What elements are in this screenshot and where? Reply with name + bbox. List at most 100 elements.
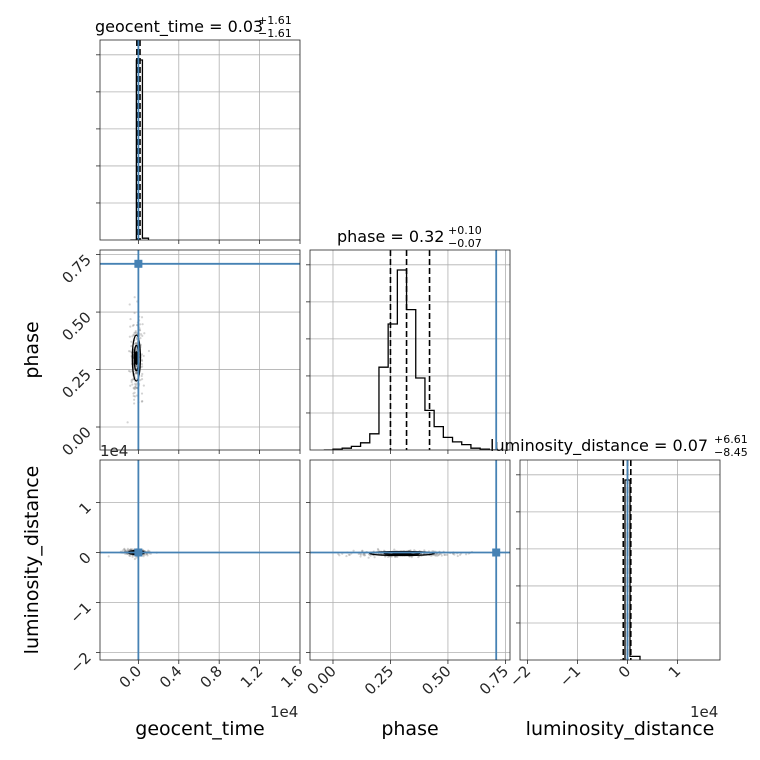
scatter-point [139, 379, 142, 382]
scatter-point [133, 382, 137, 386]
scatter-point [141, 399, 144, 403]
y-tick-label: −2 [66, 649, 94, 677]
scatter-point [135, 371, 138, 374]
scatter-point [362, 553, 365, 556]
x-tick-label: 0.75 [476, 662, 512, 698]
scatter-point [456, 554, 459, 558]
scatter-point [434, 553, 437, 556]
histogram-phase [323, 269, 499, 450]
scatter-point [141, 334, 144, 337]
scatter-point [135, 372, 138, 375]
y-tick-label: 0.75 [58, 251, 94, 287]
scatter-point [345, 554, 348, 558]
scatter-point [130, 548, 133, 551]
scatter-point [396, 555, 399, 558]
scatter-point [359, 553, 363, 556]
scatter-point [377, 548, 380, 552]
scatter-point [132, 386, 135, 389]
scatter-point [140, 353, 143, 356]
scatter-point [128, 554, 132, 558]
histogram-luminosity_distance [620, 479, 641, 660]
scatter-point [417, 555, 420, 559]
scatter-point [142, 384, 145, 387]
scatter-point [139, 337, 142, 340]
panel-content [100, 40, 300, 240]
scatter-point [134, 341, 138, 345]
scatter-point [140, 362, 144, 366]
panel-luminosity_distance-vs-luminosity_distance: −2 −1 0 1 [506, 459, 721, 690]
scatter-point [140, 359, 144, 362]
x-tick-label: 1.2 [237, 662, 267, 692]
scatter-point [123, 548, 126, 551]
title-ld-text: luminosity_distance = 0.07 [490, 436, 708, 456]
scatter-point [393, 548, 396, 551]
scatter-point [132, 387, 135, 390]
scatter-point [131, 383, 134, 386]
ylabel-luminosity-distance: luminosity_distance [21, 466, 43, 655]
offset-label-geocent-time: 1e4 [270, 703, 298, 721]
scatter-point [363, 554, 367, 557]
scatter-point [128, 335, 131, 338]
panel-content [100, 250, 300, 450]
y-tick-label: 1 [75, 499, 94, 518]
scatter-point [134, 342, 137, 345]
title-geocent-time-minus: −1.61 [258, 27, 292, 40]
x-tick-label: 0.25 [361, 662, 397, 698]
scatter-point [129, 317, 132, 321]
scatter-point [386, 555, 389, 558]
scatter-point [123, 548, 127, 552]
scatter-point [126, 549, 129, 552]
scatter-point [138, 323, 142, 326]
scatter-point [135, 338, 138, 341]
scatter-point [135, 556, 138, 559]
scatter-point [140, 377, 144, 381]
ylabel-phase: phase [21, 321, 43, 378]
scatter-point [130, 380, 133, 384]
scatter-point [128, 554, 131, 557]
scatter-point [131, 555, 134, 558]
scatter-point [123, 547, 126, 550]
scatter-point [393, 555, 397, 559]
scatter-point [362, 552, 365, 556]
scatter-point [130, 340, 133, 343]
scatter-point [338, 554, 341, 557]
scatter-point [410, 556, 413, 559]
scatter-point [134, 329, 137, 333]
scatter-point [135, 342, 138, 345]
scatter-point [129, 384, 132, 387]
scatter-point [135, 348, 138, 351]
scatter-point [130, 345, 133, 348]
xlabel-geocent-time: geocent_time [135, 718, 264, 740]
title-phase-minus: −0.07 [448, 237, 482, 250]
scatter-point [134, 372, 137, 375]
title-luminosity-distance: luminosity_distance = 0.07 +6.61 −8.45 [490, 433, 748, 459]
y-tick-label: 0.25 [58, 366, 94, 402]
scatter-point [134, 385, 137, 388]
scatter-point [135, 371, 138, 375]
scatter-point [369, 554, 372, 557]
title-geocent-time-plus: +1.61 [258, 14, 292, 27]
scatter-point [133, 402, 136, 405]
scatter-point [140, 333, 143, 336]
scatter-point [133, 331, 136, 334]
scatter-point [434, 554, 437, 557]
scatter-point [142, 354, 145, 358]
scatter-point [135, 336, 138, 339]
scatter-point [413, 549, 416, 552]
histogram-geocent_time [130, 59, 150, 240]
scatter-point [348, 553, 351, 557]
scatter-point [140, 392, 144, 395]
scatter-point [337, 552, 340, 556]
scatter-point [359, 555, 362, 558]
offset-label-left: 1e4 [100, 442, 128, 460]
scatter-point [453, 553, 456, 556]
panels-layer: 0.000.250.500.750.0 0.4 0.8 1.2 1.6−2−1010.0… [58, 39, 721, 698]
y-tick-label: 0.50 [58, 308, 94, 344]
scatter-point [133, 391, 136, 394]
scatter-point [363, 554, 366, 557]
scatter-point [143, 332, 146, 335]
scatter-point [132, 323, 135, 327]
scatter-point [134, 386, 137, 389]
scatter-point [133, 398, 136, 401]
